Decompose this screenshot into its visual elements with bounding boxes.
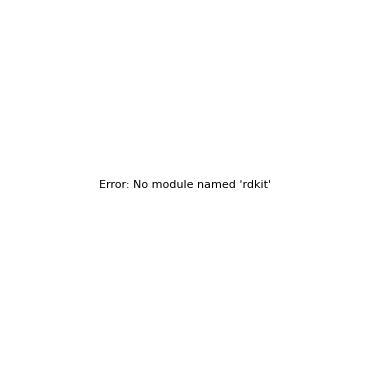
Text: Error: No module named 'rdkit': Error: No module named 'rdkit' bbox=[99, 180, 271, 190]
